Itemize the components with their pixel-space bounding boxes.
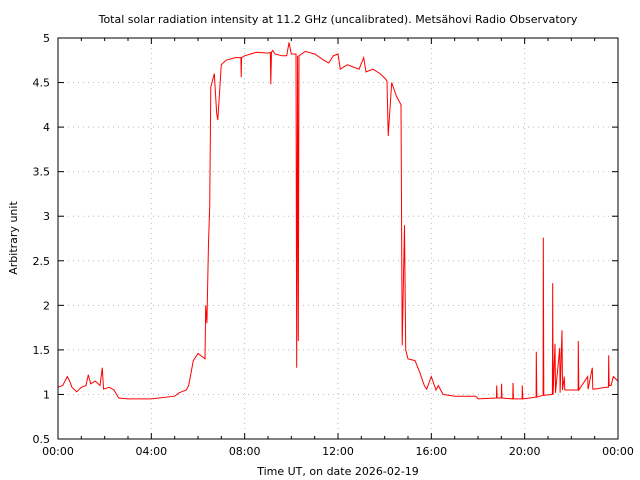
chart-title: Total solar radiation intensity at 11.2 … <box>98 13 578 26</box>
axis-ticks: 00:00 04:00 08:00 12:00 16:00 20:00 00:000.511… <box>33 32 634 458</box>
y-tick-label: 2.5 <box>33 255 51 268</box>
x-tick-label: 16:00 <box>415 445 447 458</box>
y-tick-label: 1 <box>43 388 50 401</box>
y-tick-label: 3 <box>43 210 50 223</box>
x-tick-label: 04:00 <box>135 445 167 458</box>
plot-frame <box>57 37 619 440</box>
y-tick-label: 3.5 <box>33 166 51 179</box>
y-tick-label: 0.5 <box>33 433 51 446</box>
series-line <box>57 42 619 400</box>
y-tick-label: 2 <box>43 299 50 312</box>
y-tick-label: 4.5 <box>33 77 51 90</box>
x-tick-label: 20:00 <box>509 445 541 458</box>
x-tick-label: 08:00 <box>229 445 261 458</box>
y-axis-label: Arbitrary unit <box>7 201 20 275</box>
x-tick-label: 12:00 <box>322 445 354 458</box>
x-axis-label: Time UT, on date 2026-02-19 <box>256 465 419 478</box>
y-tick-label: 5 <box>43 32 50 45</box>
y-tick-label: 4 <box>43 121 50 134</box>
series-layer <box>57 42 619 400</box>
y-tick-label: 1.5 <box>33 344 51 357</box>
x-tick-label: 00:00 <box>42 445 74 458</box>
x-tick-label: 00:00 <box>602 445 634 458</box>
grid-lines <box>58 38 618 439</box>
